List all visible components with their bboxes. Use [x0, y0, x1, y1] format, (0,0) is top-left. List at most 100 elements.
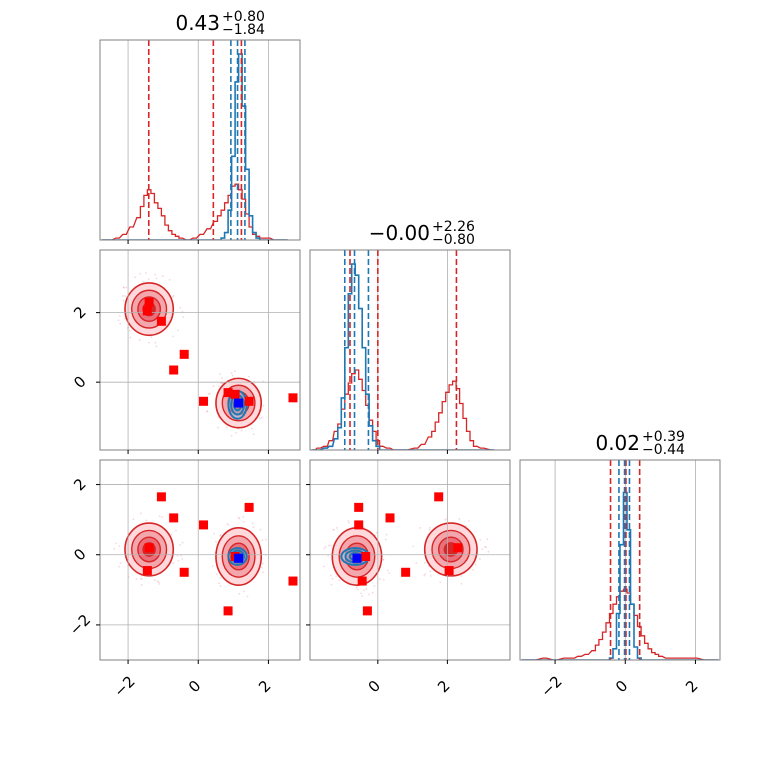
sample-speck — [415, 562, 418, 564]
sample-speck — [260, 566, 263, 569]
sample-speck — [444, 518, 447, 521]
sample-speck — [225, 426, 228, 429]
sample-speck — [129, 336, 132, 339]
sample-speck — [139, 577, 142, 580]
sample-speck — [176, 554, 179, 557]
sample-speck — [240, 429, 243, 432]
red-marker — [169, 365, 179, 375]
sample-speck — [428, 528, 431, 531]
sample-speck — [139, 512, 142, 515]
sample-speck — [118, 315, 121, 317]
sample-speck — [335, 575, 338, 578]
red-marker — [223, 606, 233, 616]
x-tick-label: −2 — [537, 672, 565, 700]
sample-speck — [382, 558, 385, 561]
sample-speck — [157, 581, 160, 584]
title-value: 0.43 — [175, 11, 220, 35]
sample-speck — [324, 546, 327, 548]
sample-speck — [486, 538, 489, 540]
sample-speck — [238, 592, 241, 595]
sample-speck — [483, 545, 486, 548]
sample-speck — [259, 528, 262, 531]
sample-speck — [332, 528, 335, 531]
sample-speck — [221, 382, 224, 385]
sample-speck — [261, 562, 264, 565]
sample-speck — [145, 272, 147, 274]
sample-speck — [262, 571, 264, 574]
sample-speck — [230, 372, 233, 375]
sample-speck — [243, 520, 245, 523]
sample-speck — [231, 374, 234, 377]
sample-speck — [138, 339, 141, 341]
sample-speck — [117, 319, 120, 322]
sample-speck — [220, 377, 223, 379]
sample-speck — [140, 575, 143, 577]
sample-speck — [355, 586, 358, 589]
sample-speck — [154, 341, 157, 344]
sample-speck — [332, 529, 335, 531]
sample-speck — [360, 592, 363, 595]
red-marker — [444, 566, 454, 576]
diag-histograms-1 — [311, 250, 495, 450]
x-tick-label: 0 — [365, 677, 384, 696]
sample-speck — [246, 595, 249, 598]
x-tick-label: 0 — [612, 677, 631, 696]
sample-speck — [439, 581, 442, 584]
sample-speck — [135, 578, 138, 581]
sample-speck — [368, 593, 370, 596]
sample-speck — [365, 587, 368, 590]
x-tick-label: 0 — [185, 677, 204, 696]
sample-speck — [212, 385, 215, 388]
sample-speck — [330, 583, 333, 586]
red-marker — [361, 551, 371, 561]
panel-frame — [99, 249, 301, 451]
sample-speck — [460, 575, 463, 577]
red-marker — [244, 396, 254, 406]
blue-marker — [352, 553, 362, 563]
sample-speck — [385, 533, 388, 536]
sample-speck — [122, 286, 125, 289]
panel-frames — [99, 39, 721, 661]
sample-speck — [460, 582, 463, 585]
panel-frame — [309, 459, 511, 661]
sample-speck — [119, 562, 122, 564]
sample-speck — [140, 577, 143, 580]
sample-speck — [471, 568, 474, 571]
sample-speck — [156, 580, 159, 583]
sample-speck — [140, 583, 143, 586]
sample-speck — [226, 523, 229, 525]
red-marker — [144, 297, 154, 307]
red-marker — [354, 502, 364, 512]
title-value: −0.00 — [369, 221, 430, 245]
sample-speck — [158, 515, 161, 518]
red-marker — [401, 567, 411, 577]
title-minus: −1.84 — [222, 22, 265, 38]
sample-speck — [386, 569, 389, 572]
sample-speck — [237, 516, 240, 519]
title-plus: +0.39 — [642, 429, 685, 445]
sample-speck — [371, 591, 374, 594]
sample-speck — [125, 286, 128, 289]
sample-speck — [329, 574, 332, 577]
sample-speck — [161, 275, 164, 278]
sample-speck — [382, 558, 384, 561]
red-histogram — [311, 369, 495, 450]
sample-speck — [209, 392, 211, 395]
data-layer — [101, 40, 719, 660]
sample-speck — [147, 278, 150, 280]
sample-speck — [172, 562, 175, 565]
sample-speck — [213, 532, 216, 535]
sample-speck — [180, 554, 183, 557]
blue-histogram — [521, 491, 719, 660]
sample-speck — [233, 370, 236, 372]
marker-group — [142, 492, 298, 616]
sample-speck — [181, 541, 184, 544]
sample-speck — [128, 329, 131, 332]
sample-speck — [382, 578, 385, 581]
sample-speck — [379, 578, 381, 581]
sample-speck — [242, 590, 245, 593]
sample-speck — [155, 345, 158, 348]
sample-speck — [153, 579, 156, 582]
blue-histogram — [311, 263, 495, 450]
y-tick-label: 2 — [70, 475, 89, 494]
